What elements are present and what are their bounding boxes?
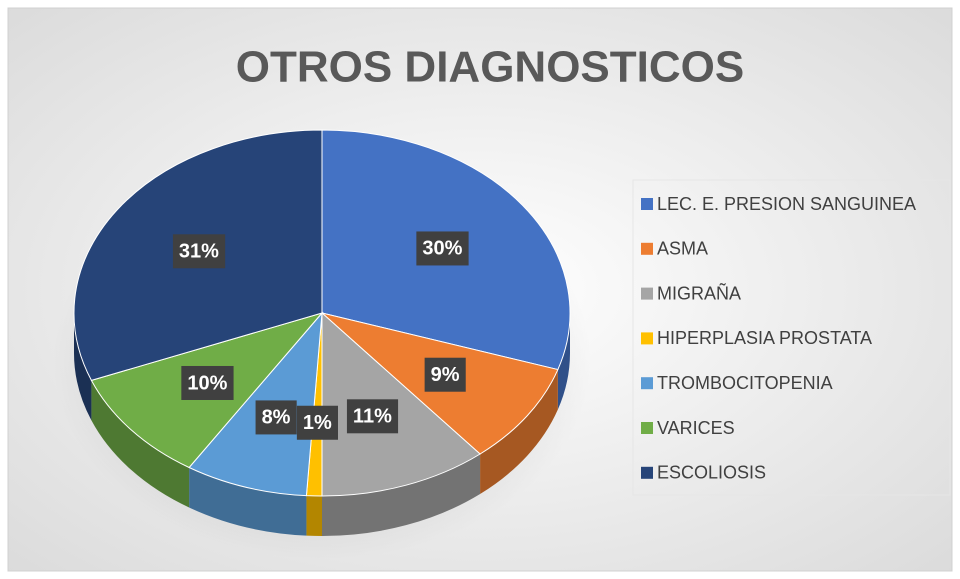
pie-slice-side — [557, 313, 570, 410]
legend-label: TROMBOCITOPENIA — [657, 373, 833, 393]
data-label-box — [172, 234, 226, 269]
legend-label: VARICES — [657, 418, 735, 438]
legend-label: LEC. E. PRESION SANGUINEA — [657, 194, 916, 214]
legend-swatch — [641, 287, 653, 300]
legend-label: MIGRAÑA — [657, 282, 741, 303]
legend-label: HIPERPLASIA PROSTATA — [657, 328, 872, 348]
data-label-box — [346, 399, 399, 434]
legend-swatch — [641, 198, 653, 210]
data-label: 9% — [431, 364, 460, 386]
pie-slice-side — [480, 369, 558, 495]
legend-label: ESCOLIOSIS — [657, 463, 766, 483]
data-label: 1% — [303, 412, 332, 434]
legend-swatch — [641, 466, 653, 479]
pie-slice-side — [322, 454, 481, 536]
pie-slice — [188, 311, 323, 497]
legend-label: ASMA — [657, 239, 708, 259]
pie-slice-side — [91, 380, 190, 508]
data-label-box — [255, 400, 297, 435]
legend-swatch — [641, 377, 653, 390]
legend-swatch — [641, 242, 653, 255]
data-label: 31% — [179, 241, 219, 263]
pie-slice-side — [306, 495, 322, 536]
chart-title: OTROS DIAGNOSTICOS — [236, 43, 744, 92]
data-label: 8% — [262, 407, 291, 429]
pie-slice-side — [74, 313, 92, 421]
data-label-box — [296, 405, 338, 440]
legend-swatch — [641, 332, 653, 345]
pie-slice-side — [189, 467, 307, 536]
data-label-box — [181, 365, 234, 400]
legend-box — [632, 179, 951, 496]
data-label-box — [416, 231, 469, 266]
data-label: 30% — [422, 238, 462, 260]
data-label: 10% — [187, 372, 227, 394]
data-label: 11% — [353, 406, 392, 428]
legend-swatch — [641, 422, 653, 434]
pie-slice — [321, 311, 481, 497]
data-label-box — [424, 357, 466, 392]
